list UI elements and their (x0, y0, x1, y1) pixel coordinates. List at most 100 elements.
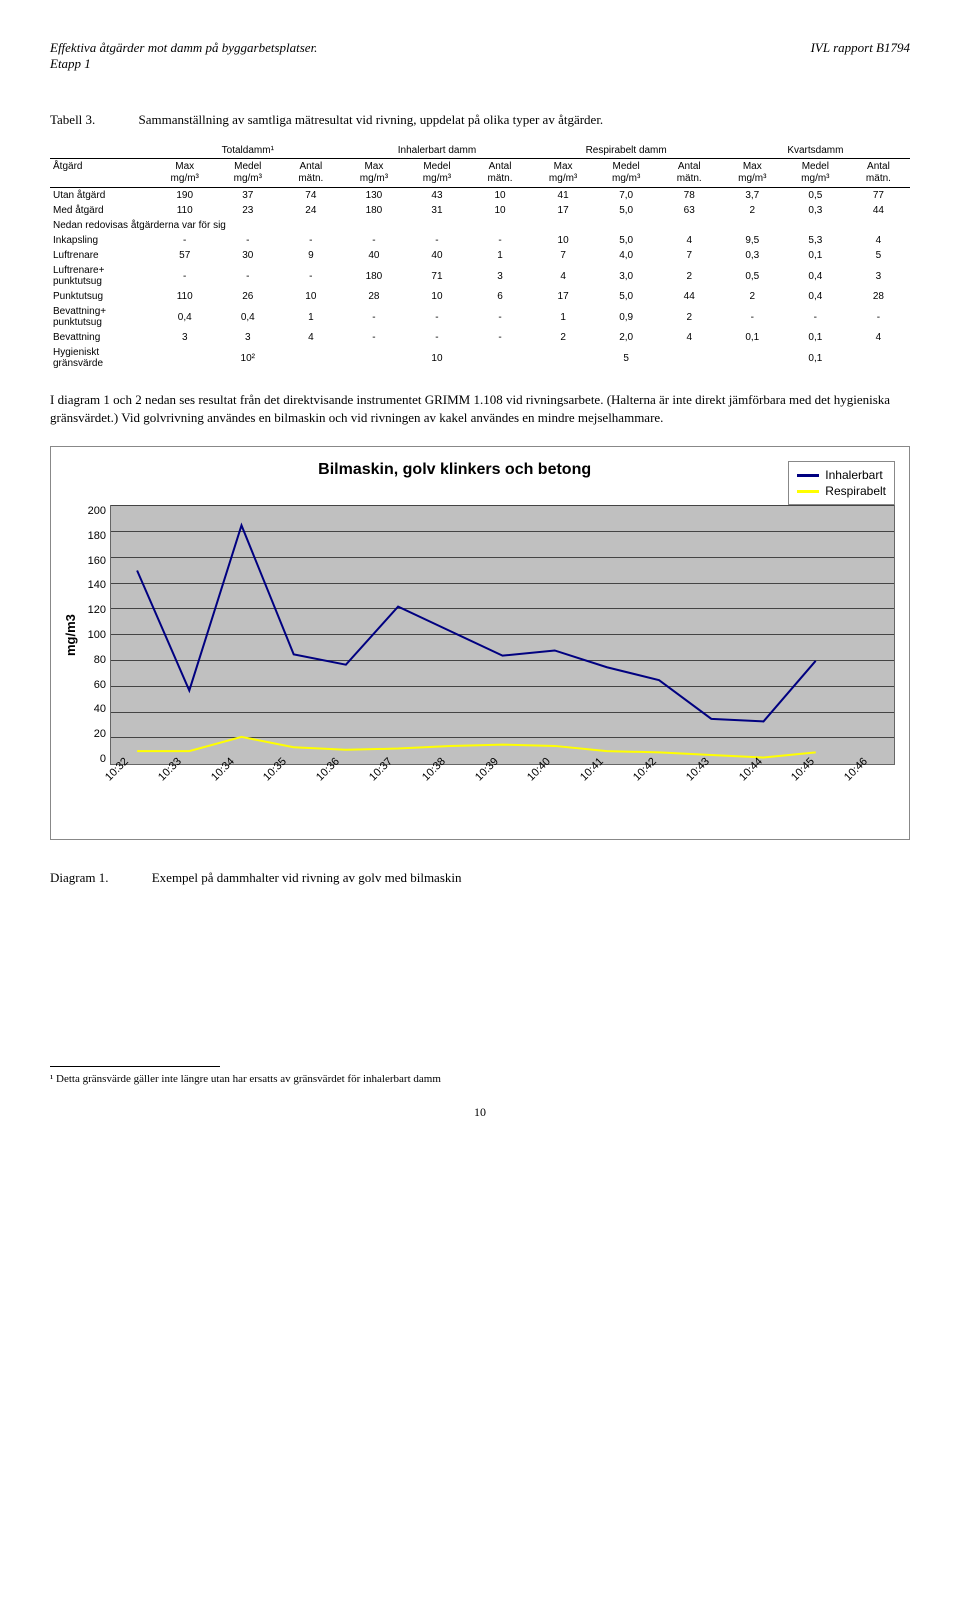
legend-item: Respirabelt (797, 484, 886, 498)
y-tick-label: 120 (78, 604, 106, 616)
sub-column-header: Maxmg/m³ (721, 159, 784, 188)
chart-svg (111, 506, 894, 764)
legend-label: Inhalerbart (825, 468, 882, 482)
table-caption: Tabell 3. Sammanställning av samtliga mä… (50, 112, 910, 128)
table-cell: 57 (153, 248, 216, 263)
table-row: Med åtgärd11023241803110175,06320,344 (50, 203, 910, 218)
table-cell: 2 (658, 263, 721, 289)
table-cell: 10 (532, 233, 595, 248)
table-cell: 0,5 (784, 188, 847, 204)
table-cell: 0,4 (784, 263, 847, 289)
table-cell: 2 (721, 203, 784, 218)
sub-column-header: Maxmg/m³ (153, 159, 216, 188)
table-cell: - (469, 233, 532, 248)
table-cell: 1 (469, 248, 532, 263)
y-tick-label: 100 (78, 629, 106, 641)
y-tick-label: 0 (78, 753, 106, 765)
table-cell: 17 (532, 203, 595, 218)
column-group-header: Kvartsdamm (721, 143, 910, 159)
table-cell: 2,0 (595, 330, 658, 345)
table-cell: 3,0 (595, 263, 658, 289)
table-cell: 4 (847, 233, 910, 248)
plot-area (110, 505, 895, 765)
table-row: Luftrenare+ punktutsug---18071343,020,50… (50, 263, 910, 289)
y-tick-label: 40 (78, 703, 106, 715)
table-cell: 40 (342, 248, 405, 263)
x-axis-ticks: 10:3210:3310:3410:3510:3610:3710:3810:39… (103, 775, 895, 825)
sub-column-header: Medelmg/m³ (405, 159, 468, 188)
y-tick-label: 60 (78, 679, 106, 691)
table-cell: 4 (532, 263, 595, 289)
table-cell: - (405, 330, 468, 345)
table-cell: 30 (216, 248, 279, 263)
table-cell: 0,3 (784, 203, 847, 218)
chart-ylabel: mg/m3 (61, 505, 78, 765)
table-cell: - (721, 304, 784, 330)
table-cell: 0,1 (784, 330, 847, 345)
table-cell: 71 (405, 263, 468, 289)
table-cell: 0,1 (784, 248, 847, 263)
table-cell: 7 (658, 248, 721, 263)
y-tick-label: 140 (78, 579, 106, 591)
table-cell: 74 (279, 188, 342, 204)
diagram-caption: Diagram 1. Exempel på dammhalter vid riv… (50, 870, 910, 886)
table-row: Bevattning+ punktutsug0,40,41---10,92--- (50, 304, 910, 330)
table-cell: - (153, 233, 216, 248)
table-row: Luftrenare573094040174,070,30,15 (50, 248, 910, 263)
table-cell: - (216, 263, 279, 289)
table-cell: 5 (532, 345, 721, 371)
sub-column-header: Antalmätn. (469, 159, 532, 188)
table-cell: 63 (658, 203, 721, 218)
first-col-header: Åtgärd (50, 159, 153, 188)
y-tick-label: 80 (78, 654, 106, 666)
table-cell: 0,4 (153, 304, 216, 330)
table-cell: 4 (658, 233, 721, 248)
table-cell: 4,0 (595, 248, 658, 263)
legend-swatch (797, 474, 819, 477)
table-cell: - (342, 304, 405, 330)
table-cell: 4 (847, 330, 910, 345)
table-cell: 130 (342, 188, 405, 204)
row-label: Inkapsling (50, 233, 153, 248)
table-cell: 180 (342, 203, 405, 218)
table-cell: 0,5 (721, 263, 784, 289)
table-cell: 77 (847, 188, 910, 204)
header-left-line2: Etapp 1 (50, 56, 91, 71)
chart-legend: Inhalerbart Respirabelt (788, 461, 895, 505)
sub-column-header: Maxmg/m³ (342, 159, 405, 188)
table-cell: 1 (279, 304, 342, 330)
table-cell: 10 (279, 289, 342, 304)
y-tick-label: 200 (78, 505, 106, 517)
table-cell: 31 (405, 203, 468, 218)
table-cell: 28 (342, 289, 405, 304)
row-label: Luftrenare+ punktutsug (50, 263, 153, 289)
legend-swatch (797, 490, 819, 493)
table-cell: 28 (847, 289, 910, 304)
table-cell: 41 (532, 188, 595, 204)
table-cell: 2 (658, 304, 721, 330)
footnote: ¹ Detta gränsvärde gäller inte längre ut… (50, 1073, 910, 1085)
page-header: Effektiva åtgärder mot damm på byggarbet… (50, 40, 910, 72)
table-cell: 0,4 (216, 304, 279, 330)
table-cell: 5,0 (595, 233, 658, 248)
table-cell: - (342, 233, 405, 248)
table-cell: 0,9 (595, 304, 658, 330)
row-label: Bevattning (50, 330, 153, 345)
results-table: Totaldamm¹Inhalerbart dammRespirabelt da… (50, 143, 910, 371)
table-cell: 4 (658, 330, 721, 345)
sub-column-header: Antalmätn. (847, 159, 910, 188)
table-cell: - (279, 233, 342, 248)
row-label: Luftrenare (50, 248, 153, 263)
sub-column-header: Maxmg/m³ (532, 159, 595, 188)
table-cell: 10² (153, 345, 342, 371)
y-tick-label: 160 (78, 555, 106, 567)
table-cell: 44 (847, 203, 910, 218)
table-cell: 3,7 (721, 188, 784, 204)
table-cell: 10 (469, 203, 532, 218)
table-cell: 180 (342, 263, 405, 289)
table-cell: - (405, 304, 468, 330)
sub-column-header: Medelmg/m³ (595, 159, 658, 188)
table-cell: 0,1 (721, 330, 784, 345)
table-cell: 1 (532, 304, 595, 330)
body-paragraph: I diagram 1 och 2 nedan ses resultat frå… (50, 391, 910, 426)
